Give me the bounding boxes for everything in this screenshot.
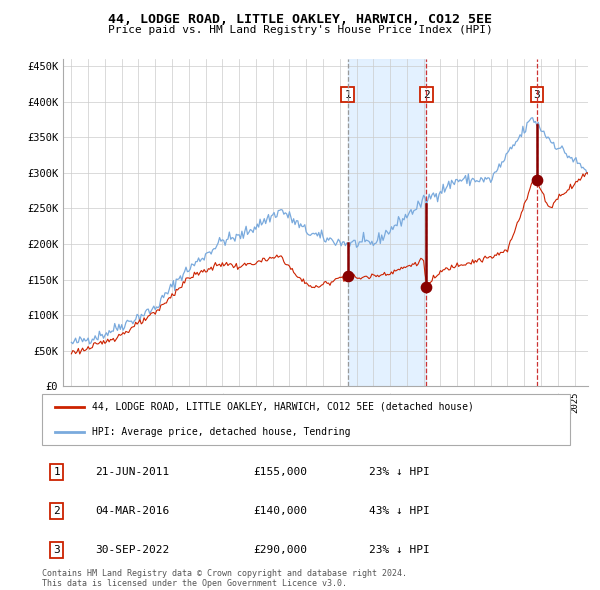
Text: 2: 2 — [53, 506, 60, 516]
Point — [532, 175, 542, 185]
Text: Contains HM Land Registry data © Crown copyright and database right 2024.: Contains HM Land Registry data © Crown c… — [42, 569, 407, 578]
Text: 44, LODGE ROAD, LITTLE OAKLEY, HARWICH, CO12 5EE (detached house): 44, LODGE ROAD, LITTLE OAKLEY, HARWICH, … — [92, 402, 474, 411]
Text: 23% ↓ HPI: 23% ↓ HPI — [370, 467, 430, 477]
Text: 44, LODGE ROAD, LITTLE OAKLEY, HARWICH, CO12 5EE: 44, LODGE ROAD, LITTLE OAKLEY, HARWICH, … — [108, 13, 492, 26]
Text: £290,000: £290,000 — [253, 545, 307, 555]
Text: £155,000: £155,000 — [253, 467, 307, 477]
Text: 43% ↓ HPI: 43% ↓ HPI — [370, 506, 430, 516]
Text: 1: 1 — [53, 467, 60, 477]
Text: £140,000: £140,000 — [253, 506, 307, 516]
Text: This data is licensed under the Open Government Licence v3.0.: This data is licensed under the Open Gov… — [42, 579, 347, 588]
Bar — [347, 59, 427, 386]
Point — [343, 271, 352, 281]
Text: 21-JUN-2011: 21-JUN-2011 — [95, 467, 169, 477]
Text: 23% ↓ HPI: 23% ↓ HPI — [370, 545, 430, 555]
Text: 30-SEP-2022: 30-SEP-2022 — [95, 545, 169, 555]
Text: 04-MAR-2016: 04-MAR-2016 — [95, 506, 169, 516]
FancyBboxPatch shape — [42, 394, 570, 445]
Text: HPI: Average price, detached house, Tendring: HPI: Average price, detached house, Tend… — [92, 428, 350, 437]
Point — [422, 282, 431, 291]
Text: 1: 1 — [344, 90, 351, 100]
Text: Price paid vs. HM Land Registry's House Price Index (HPI): Price paid vs. HM Land Registry's House … — [107, 25, 493, 35]
Text: 3: 3 — [53, 545, 60, 555]
Text: 2: 2 — [423, 90, 430, 100]
Text: 3: 3 — [533, 90, 540, 100]
